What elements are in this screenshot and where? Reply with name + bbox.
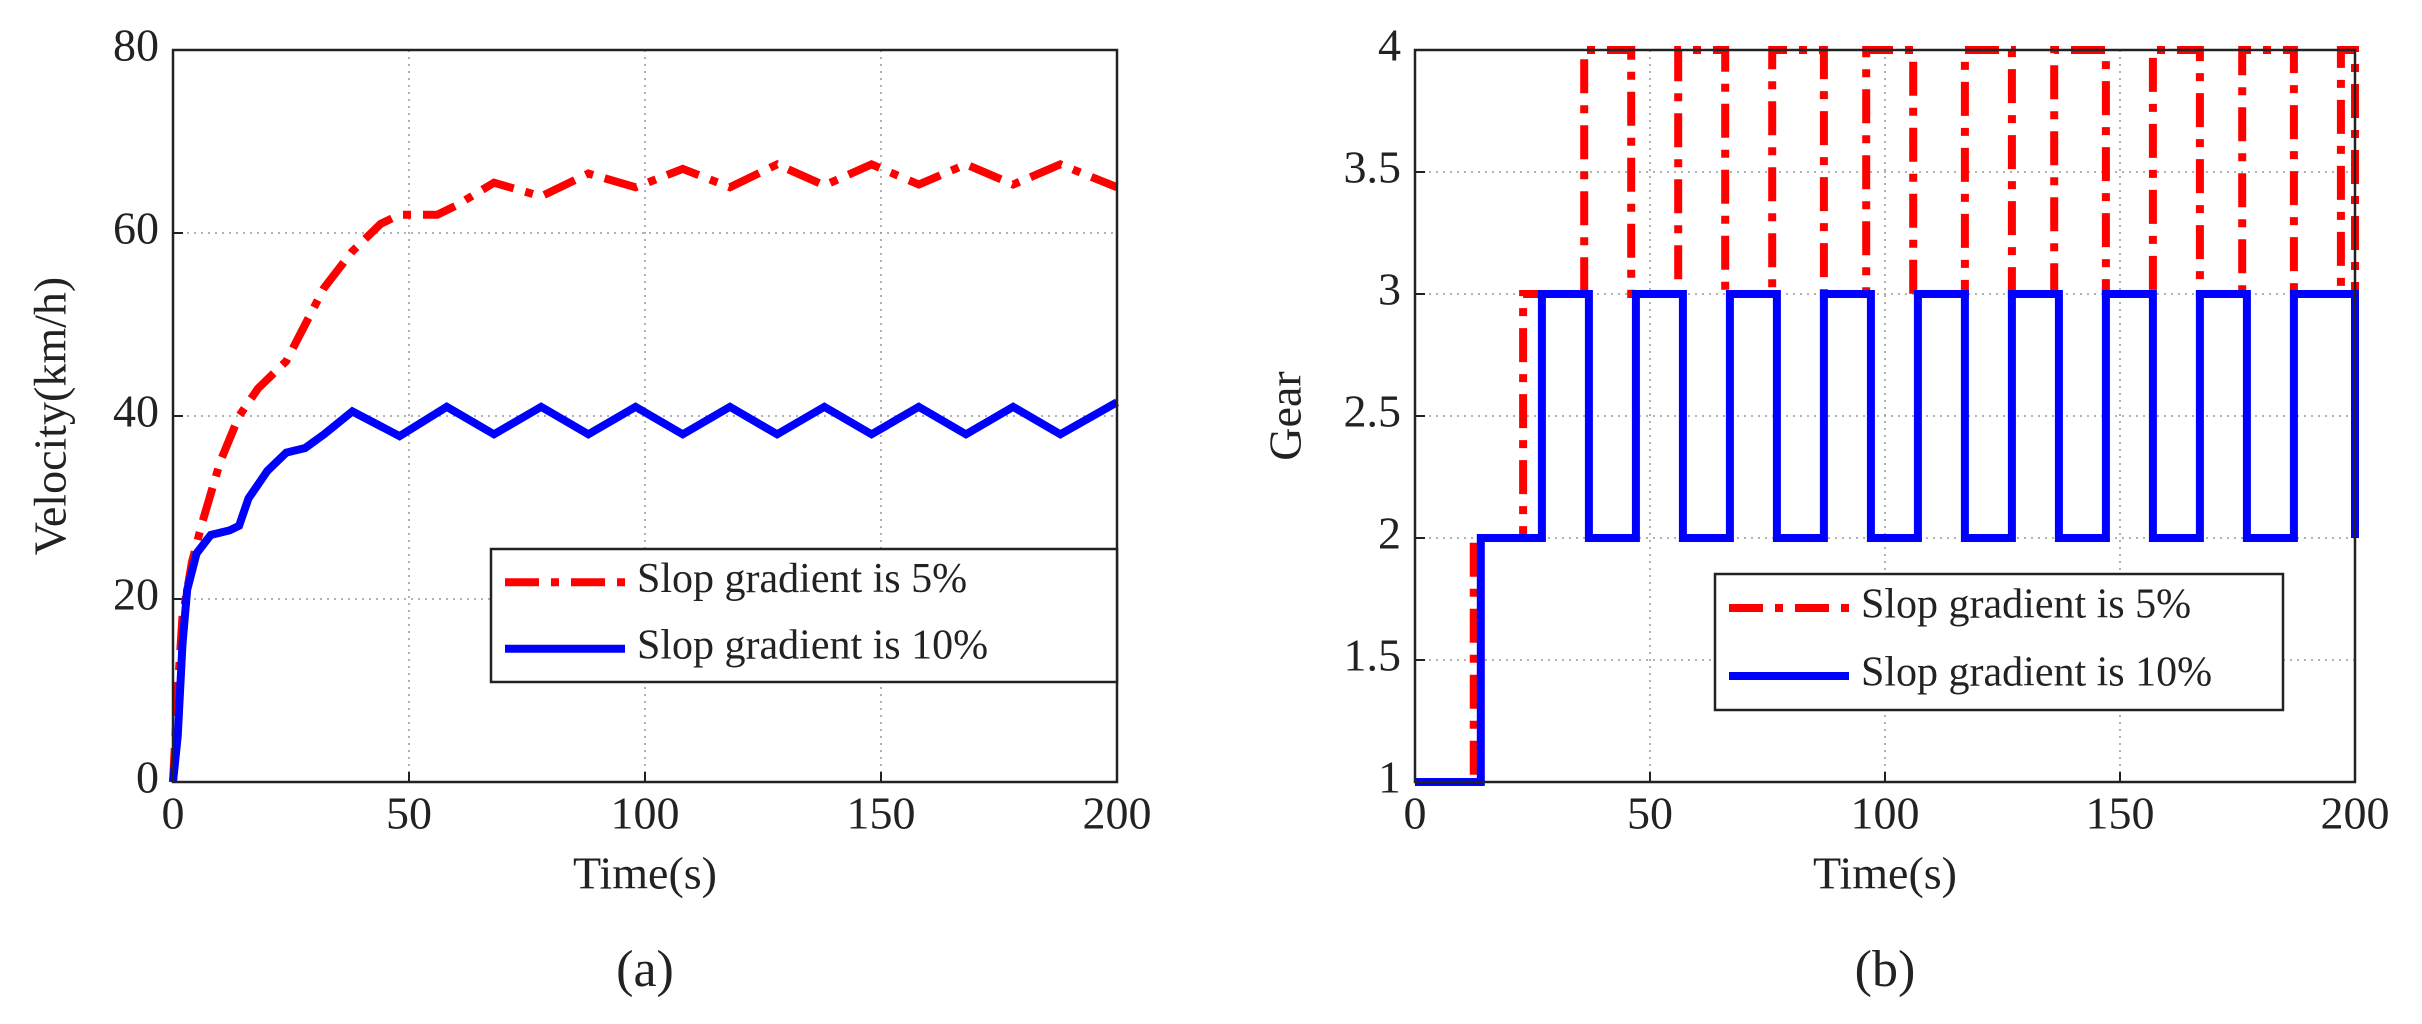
x-tick-label: 100 bbox=[1851, 788, 1920, 839]
y-tick-label: 2 bbox=[1378, 508, 1401, 559]
x-tick-label: 200 bbox=[2321, 788, 2390, 839]
plot-frame bbox=[171, 48, 1119, 784]
x-axis-label: Time(s) bbox=[1813, 848, 1957, 899]
x-axis-label: Time(s) bbox=[573, 848, 717, 899]
legend-box bbox=[489, 547, 1119, 684]
x-tick-label: 150 bbox=[2086, 788, 2155, 839]
y-tick-label: 1.5 bbox=[1344, 630, 1402, 681]
y-tick-label: 3.5 bbox=[1344, 142, 1402, 193]
y-tick-label: 4 bbox=[1378, 20, 1401, 71]
y-tick-label: 2.5 bbox=[1344, 386, 1402, 437]
x-tick-label: 200 bbox=[1083, 788, 1152, 839]
plot-frame bbox=[1413, 48, 2357, 784]
y-tick-label: 3 bbox=[1378, 264, 1401, 315]
legend-box bbox=[1713, 572, 2285, 712]
y-axis-label: Gear bbox=[1260, 371, 1311, 460]
y-axis-label: Velocity(km/h) bbox=[25, 277, 76, 556]
series-line bbox=[1415, 290, 2359, 786]
x-tick-label: 100 bbox=[611, 788, 680, 839]
x-tick-label: 0 bbox=[162, 788, 185, 839]
x-tick-label: 150 bbox=[847, 788, 916, 839]
series-line bbox=[169, 398, 1119, 783]
y-tick-label: 1 bbox=[1378, 752, 1401, 803]
y-tick-label: 60 bbox=[113, 203, 159, 254]
legend-label: Slop gradient is 10% bbox=[1861, 650, 2212, 696]
legend-label: Slop gradient is 5% bbox=[1861, 582, 2191, 628]
y-tick-label: 20 bbox=[113, 569, 159, 620]
x-tick-label: 50 bbox=[386, 788, 432, 839]
y-tick-label: 80 bbox=[113, 20, 159, 71]
y-tick-label: 0 bbox=[136, 752, 159, 803]
series-line bbox=[169, 159, 1119, 783]
legend-label: Slop gradient is 5% bbox=[637, 556, 967, 602]
x-tick-label: 50 bbox=[1627, 788, 1673, 839]
legend-label: Slop gradient is 10% bbox=[637, 622, 988, 668]
x-tick-label: 0 bbox=[1404, 788, 1427, 839]
caption: (a) bbox=[616, 941, 674, 998]
y-tick-label: 40 bbox=[113, 386, 159, 437]
caption: (b) bbox=[1855, 941, 1916, 998]
